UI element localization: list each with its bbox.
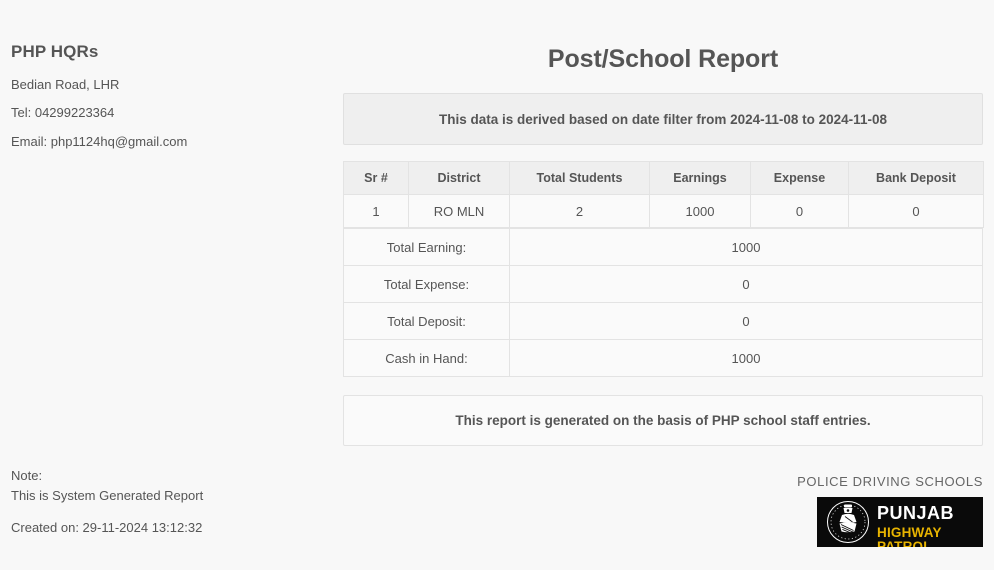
summary-value-total-earning: 1000: [509, 228, 983, 266]
summary-value-total-deposit: 0: [509, 302, 983, 340]
cell-sr: 1: [343, 194, 409, 228]
summary-label-cash-in-hand: Cash in Hand:: [343, 339, 510, 377]
summary-label-total-earning: Total Earning:: [343, 228, 510, 266]
table-row: 1 RO MLN 2 1000 0 0: [343, 194, 984, 228]
note-block: Note: This is System Generated Report Cr…: [11, 466, 341, 535]
summary-row-total-expense: Total Expense: 0: [343, 265, 983, 303]
cell-bank-deposit: 0: [848, 194, 984, 228]
column-header-earnings: Earnings: [649, 161, 751, 195]
organization-phone: Tel: 04299223364: [11, 105, 115, 121]
brand-wordmark: PUNJAB HIGHWAY PATROL: [877, 504, 983, 547]
date-filter-banner: This data is derived based on date filte…: [343, 93, 983, 145]
summary-value-cash-in-hand: 1000: [509, 339, 983, 377]
summary-label-total-deposit: Total Deposit:: [343, 302, 510, 340]
column-header-district: District: [408, 161, 510, 195]
cell-earnings: 1000: [649, 194, 751, 228]
report-table: Sr # District Total Students Earnings Ex…: [343, 161, 984, 228]
note-created-on: Created on: 29-11-2024 13:12:32: [11, 520, 203, 535]
summary-table: Total Earning: 1000 Total Expense: 0 Tot…: [343, 228, 983, 377]
column-header-expense: Expense: [750, 161, 849, 195]
police-emblem-icon: [826, 500, 870, 544]
summary-value-total-expense: 0: [509, 265, 983, 303]
column-header-sr: Sr #: [343, 161, 409, 195]
column-header-total-students: Total Students: [509, 161, 650, 195]
organization-email: Email: php1124hq@gmail.com: [11, 133, 188, 149]
brand-punjab-text: PUNJAB: [877, 503, 955, 523]
page-title: Post/School Report: [547, 45, 779, 73]
summary-label-total-expense: Total Expense:: [343, 265, 510, 303]
punjab-highway-patrol-logo: PUNJAB HIGHWAY PATROL: [817, 497, 983, 547]
cell-district: RO MLN: [408, 194, 510, 228]
organization-address: Bedian Road, LHR: [11, 77, 120, 92]
summary-row-cash-in-hand: Cash in Hand: 1000: [343, 339, 983, 377]
note-heading: Note:: [11, 468, 43, 483]
cell-total-students: 2: [509, 194, 650, 228]
brand-highway-patrol-text: HIGHWAY PATROL: [877, 525, 942, 547]
branding-caption: POLICE DRIVING SCHOOLS: [797, 474, 983, 489]
organization-name: PHP HQRs: [11, 42, 99, 61]
column-header-bank-deposit: Bank Deposit: [848, 161, 984, 195]
cell-expense: 0: [750, 194, 849, 228]
branding-block: POLICE DRIVING SCHOOLS PUNJAB HIGHWAY PA…: [700, 474, 983, 547]
note-text: This is System Generated Report: [11, 487, 204, 503]
table-header-row: Sr # District Total Students Earnings Ex…: [343, 161, 984, 195]
report-footer-banner: This report is generated on the basis of…: [343, 395, 983, 446]
organization-block: PHP HQRs Bedian Road, LHR Tel: 042992233…: [11, 42, 331, 163]
summary-row-total-deposit: Total Deposit: 0: [343, 302, 983, 340]
summary-row-total-earning: Total Earning: 1000: [343, 228, 983, 266]
